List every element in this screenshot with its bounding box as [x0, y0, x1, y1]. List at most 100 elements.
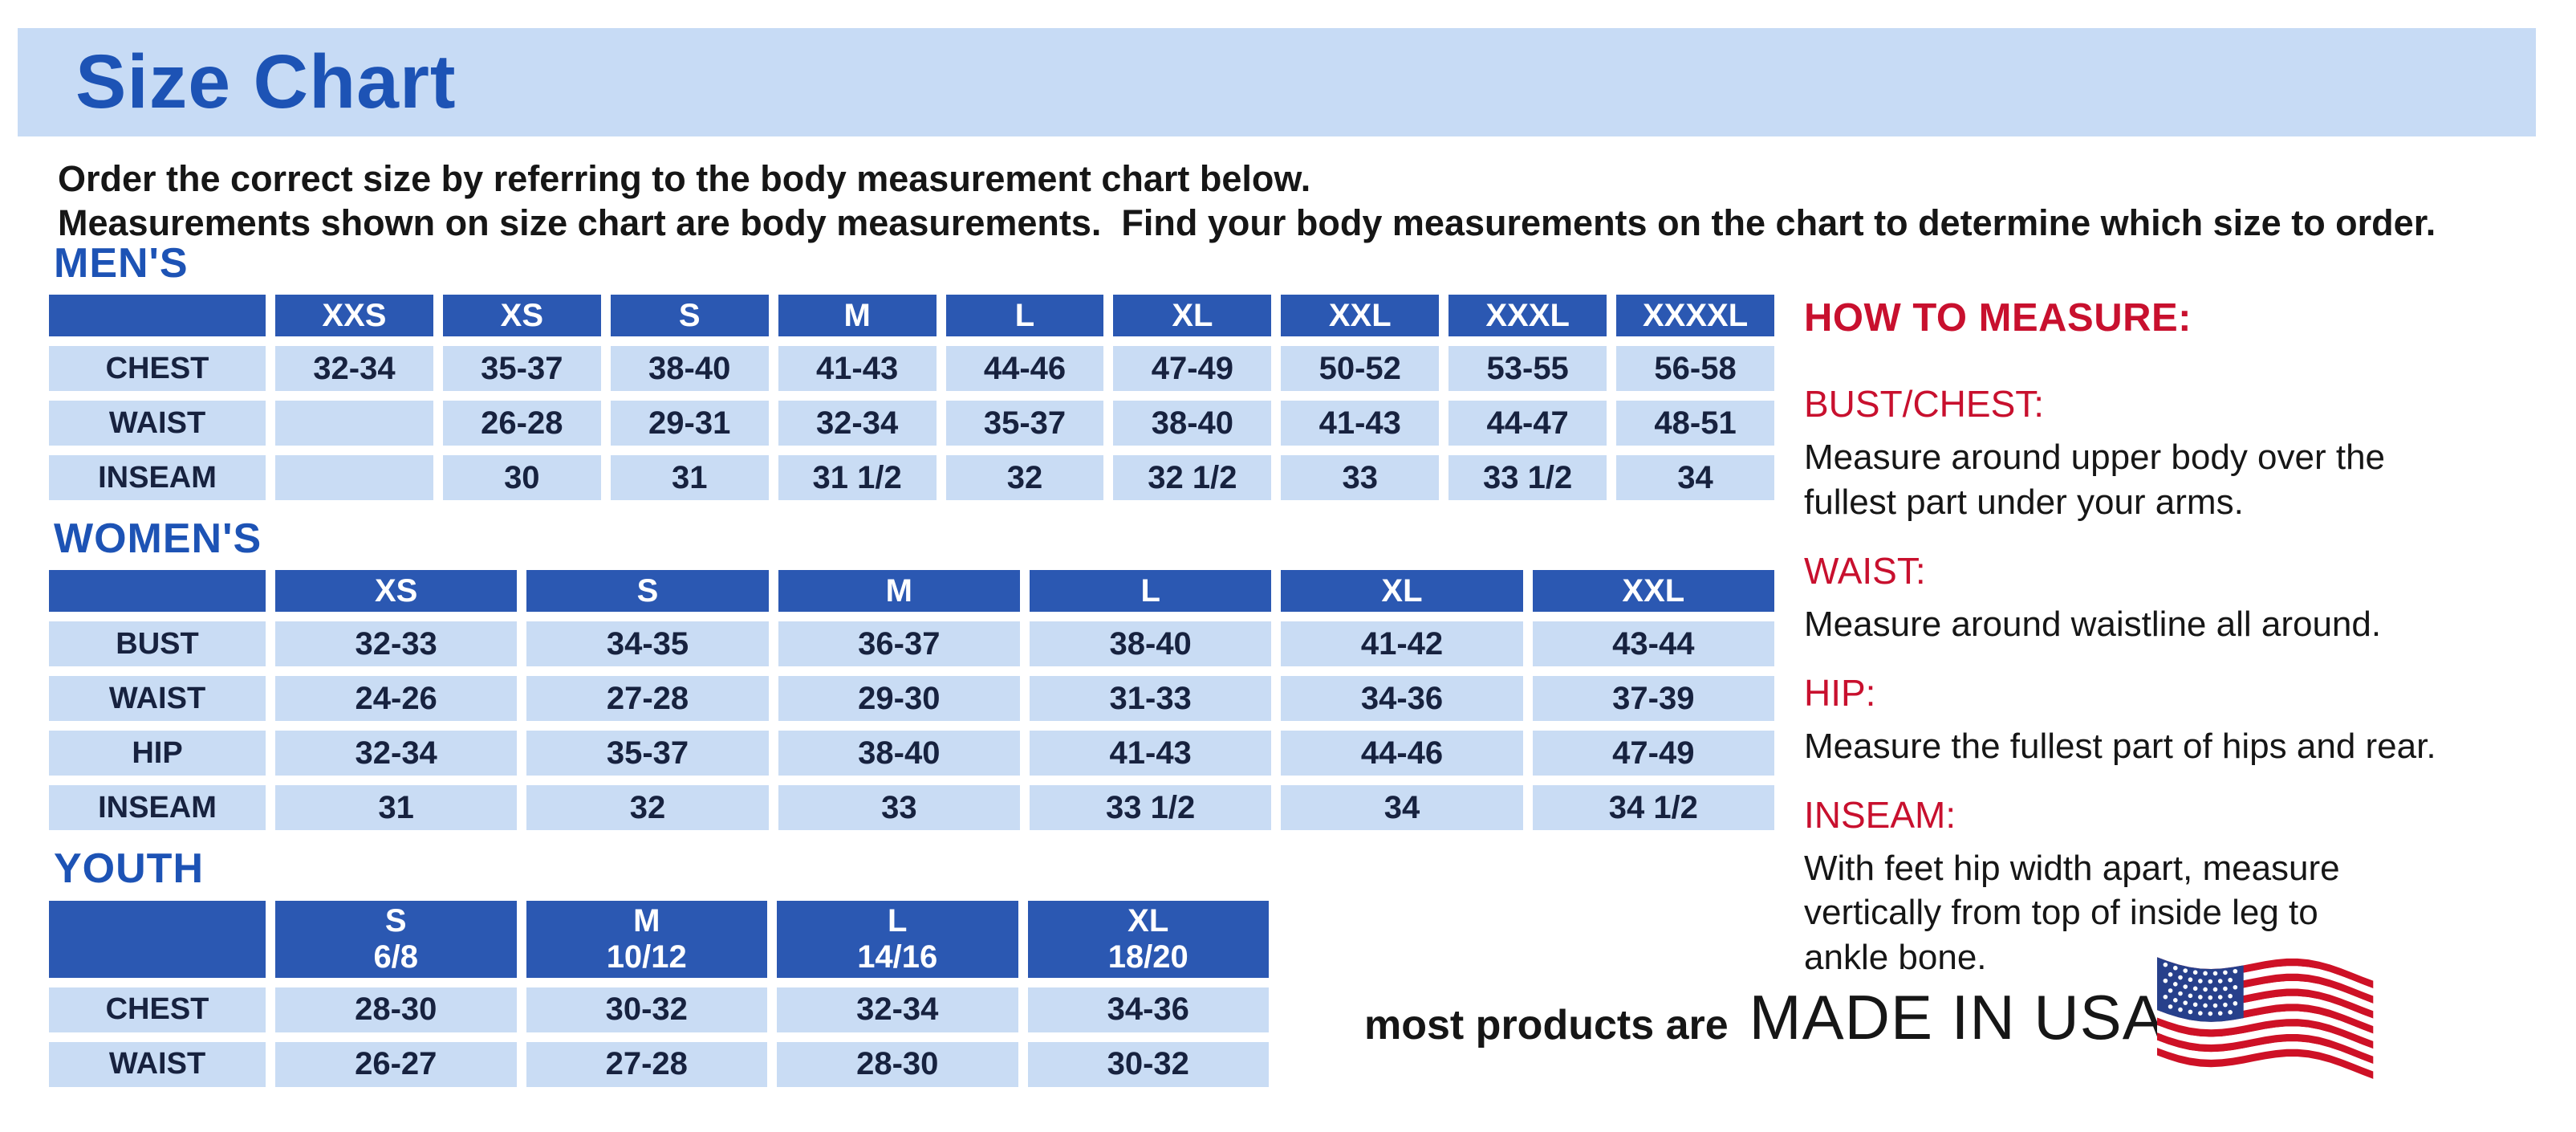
measure-term-inseam: INSEAM: — [1804, 793, 1956, 836]
measure-desc-inseam: With feet hip width apart, measure verti… — [1804, 848, 2340, 978]
womens-bust-cell-6: 43-44 — [1532, 621, 1774, 667]
mens-chest-cell-3: 38-40 — [610, 346, 769, 392]
title-banner: Size Chart — [18, 28, 2536, 136]
womens-waist-cell-2: 27-28 — [526, 676, 769, 722]
womens-header-blank — [49, 570, 266, 613]
youth-heading: YOUTH — [54, 845, 204, 893]
mens-inseam-cell-8: 33 1/2 — [1448, 455, 1607, 501]
mens-waist-cell-8: 44-47 — [1448, 401, 1607, 446]
mens-waist-cell-6: 38-40 — [1113, 401, 1272, 446]
mens-inseam-cell-5: 32 — [945, 455, 1104, 501]
womens-hip-cell-4: 41-43 — [1030, 731, 1272, 776]
mens-waist-cell-9: 48-51 — [1616, 401, 1774, 446]
how-to-measure-heading: HOW TO MEASURE: — [1804, 296, 2192, 340]
mens-header-9: XXXXL — [1616, 295, 1774, 337]
womens-inseam-cell-5: 34 — [1281, 785, 1523, 831]
youth-header-3: L 14/16 — [777, 900, 1018, 978]
mens-inseam-cell-3: 31 — [610, 455, 769, 501]
mens-chest-cell-5: 44-46 — [945, 346, 1104, 392]
youth-header-blank — [49, 900, 266, 978]
womens-hip-cell-5: 44-46 — [1281, 731, 1523, 776]
mens-header-2: XS — [442, 295, 601, 337]
mens-chest-cell-7: 50-52 — [1281, 346, 1440, 392]
womens-row-label-hip: HIP — [49, 731, 266, 776]
intro-text: Order the correct size by referring to t… — [58, 158, 2436, 243]
youth-header-1: S 6/8 — [275, 900, 517, 978]
mens-waist-cell-3: 29-31 — [610, 401, 769, 446]
womens-waist-cell-4: 31-33 — [1030, 676, 1272, 722]
mens-inseam-cell-4: 31 1/2 — [778, 455, 937, 501]
mens-chest-cell-8: 53-55 — [1448, 346, 1607, 392]
how-to-measure-section: HOW TO MEASURE: BUST/CHEST: Measure arou… — [1804, 295, 2566, 980]
mens-header-blank — [49, 295, 266, 337]
womens-waist-cell-3: 29-30 — [778, 676, 1020, 722]
mens-inseam-cell-2: 30 — [442, 455, 601, 501]
mens-waist-cell-5: 35-37 — [945, 401, 1104, 446]
womens-header-2: S — [526, 570, 769, 613]
womens-heading: WOMEN'S — [54, 515, 262, 563]
womens-header-5: XL — [1281, 570, 1523, 613]
womens-waist-cell-1: 24-26 — [275, 676, 518, 722]
mens-header-3: S — [610, 295, 769, 337]
womens-inseam-cell-3: 33 — [778, 785, 1020, 831]
measure-term-hip: HIP: — [1804, 671, 1876, 714]
youth-waist-cell-3: 28-30 — [777, 1041, 1018, 1087]
mens-table: XXS XS S M L XL XXL XXXL XXXXL CHEST 32-34 35-37 38-… — [49, 295, 1774, 501]
womens-header-6: XXL — [1532, 570, 1774, 613]
womens-bust-cell-5: 41-42 — [1281, 621, 1523, 667]
mens-chest-cell-6: 47-49 — [1113, 346, 1272, 392]
youth-chest-cell-1: 28-30 — [275, 987, 517, 1032]
youth-chest-cell-4: 34-36 — [1027, 987, 1269, 1032]
mens-inseam-cell-7: 33 — [1281, 455, 1440, 501]
mens-waist-cell-1 — [275, 401, 433, 446]
youth-waist-cell-2: 27-28 — [526, 1041, 767, 1087]
womens-bust-cell-2: 34-35 — [526, 621, 769, 667]
womens-table: XS S M L XL XXL BUST 32-33 34-35 36-37 38-40 41-42 4… — [49, 570, 1774, 831]
womens-waist-cell-5: 34-36 — [1281, 676, 1523, 722]
measure-desc-bust-chest: Measure around upper body over the fulle… — [1804, 438, 2386, 522]
mens-waist-cell-7: 41-43 — [1281, 401, 1440, 446]
mens-row-label-inseam: INSEAM — [49, 455, 266, 501]
womens-row-label-waist: WAIST — [49, 676, 266, 722]
mens-chest-cell-1: 32-34 — [275, 346, 433, 392]
mens-waist-cell-2: 26-28 — [442, 401, 601, 446]
mens-header-7: XXL — [1281, 295, 1440, 337]
mens-row-label-chest: CHEST — [49, 346, 266, 392]
womens-hip-cell-3: 38-40 — [778, 731, 1020, 776]
mens-heading: MEN'S — [54, 240, 189, 287]
youth-header-4: XL 18/20 — [1027, 900, 1269, 978]
youth-waist-cell-4: 30-32 — [1027, 1041, 1269, 1087]
womens-bust-cell-1: 32-33 — [275, 621, 518, 667]
youth-row-label-chest: CHEST — [49, 987, 266, 1032]
youth-waist-cell-1: 26-27 — [275, 1041, 517, 1087]
womens-inseam-cell-4: 33 1/2 — [1030, 785, 1272, 831]
youth-chest-cell-2: 30-32 — [526, 987, 767, 1032]
womens-row-label-bust: BUST — [49, 621, 266, 667]
mens-header-6: XL — [1113, 295, 1272, 337]
youth-header-2: M 10/12 — [526, 900, 767, 978]
mens-inseam-cell-9: 34 — [1616, 455, 1774, 501]
youth-table: S 6/8 M 10/12 L 14/16 XL 18/20 CHEST 28-30 30-… — [49, 900, 1269, 1087]
womens-header-1: XS — [275, 570, 518, 613]
mens-header-4: M — [778, 295, 937, 337]
size-tables-column: MEN'S XXS XS S M L XL XXL XXXL XXXXL CHEST 32-34 35… — [49, 240, 1774, 1087]
mens-waist-cell-4: 32-34 — [778, 401, 937, 446]
womens-bust-cell-4: 38-40 — [1030, 621, 1272, 667]
page-title: Size Chart — [75, 39, 457, 124]
womens-hip-cell-1: 32-34 — [275, 731, 518, 776]
womens-hip-cell-6: 47-49 — [1532, 731, 1774, 776]
womens-hip-cell-2: 35-37 — [526, 731, 769, 776]
womens-waist-cell-6: 37-39 — [1532, 676, 1774, 722]
us-flag-icon — [2157, 923, 2390, 1096]
mens-row-label-waist: WAIST — [49, 401, 266, 446]
mens-header-5: L — [945, 295, 1104, 337]
mens-chest-cell-4: 41-43 — [778, 346, 937, 392]
mens-inseam-cell-6: 32 1/2 — [1113, 455, 1272, 501]
footer-prefix: most products are — [1364, 1002, 1729, 1049]
womens-inseam-cell-1: 31 — [275, 785, 518, 831]
womens-inseam-cell-6: 34 1/2 — [1532, 785, 1774, 831]
made-in-usa-line: most products are MADE IN USA — [1364, 981, 2165, 1054]
mens-header-1: XXS — [275, 295, 433, 337]
mens-chest-cell-2: 35-37 — [442, 346, 601, 392]
youth-row-label-waist: WAIST — [49, 1041, 266, 1087]
